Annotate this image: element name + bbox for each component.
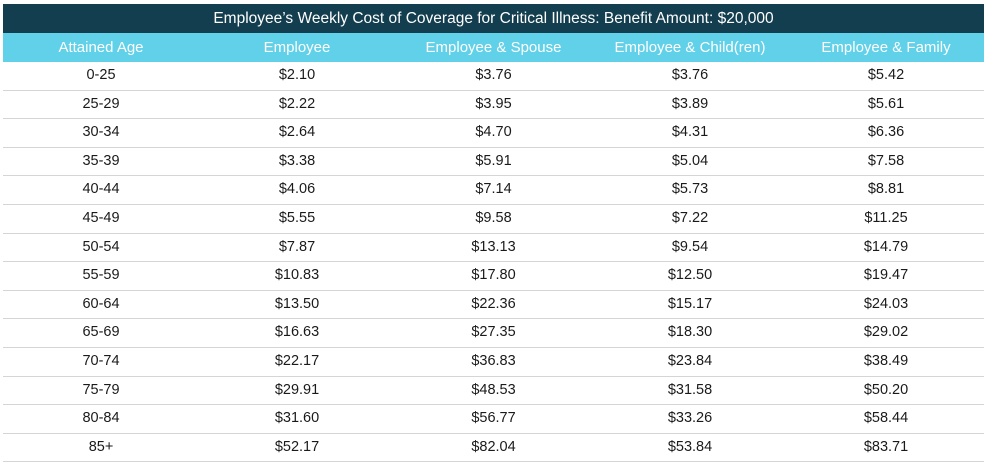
employee-family-cost-cell: $24.03 <box>863 295 909 312</box>
employee-spouse-cost-cell: $22.36 <box>471 295 516 312</box>
employee-family-cost-cell: $5.42 <box>867 67 905 83</box>
employee-family-cost-cell: $50.20 <box>863 381 909 398</box>
employee-family-cost-cell: $38.49 <box>863 352 909 369</box>
employee-spouse-cost-cell: $27.35 <box>471 324 516 341</box>
employee-spouse-cost-cell: $56.77 <box>471 410 516 427</box>
table-row: 30-34 $2.64 $4.70 $4.31 $6.36 <box>3 119 984 148</box>
employee-children-cost-cell: $3.76 <box>671 67 709 83</box>
table-row: 55-59 $10.83 $17.80 $12.50 $19.47 <box>3 262 984 291</box>
employee-family-cost-cell: $58.44 <box>863 410 909 427</box>
employee-cost-cell: $2.10 <box>278 67 316 83</box>
employee-spouse-cost-cell: $9.58 <box>475 209 512 226</box>
employee-cost-cell: $4.06 <box>278 181 316 198</box>
employee-family-cost-cell: $7.58 <box>867 152 905 169</box>
table-row: 85+ $52.17 $82.04 $53.84 $83.71 <box>3 434 984 463</box>
employee-cost-cell: $16.63 <box>274 324 320 341</box>
employee-spouse-cost-cell: $4.70 <box>475 124 512 141</box>
employee-cost-cell: $10.83 <box>274 267 320 284</box>
employee-cost-cell: $13.50 <box>274 295 320 312</box>
table-row: 80-84 $31.60 $56.77 $33.26 $58.44 <box>3 405 984 434</box>
employee-cost-cell: $52.17 <box>274 438 320 455</box>
table-row: 75-79 $29.91 $48.53 $31.58 $50.20 <box>3 377 984 406</box>
age-band-cell: 35-39 <box>82 152 120 169</box>
header-employee-family: Employee & Family <box>821 39 951 56</box>
table-row: 65-69 $16.63 $27.35 $18.30 $29.02 <box>3 319 984 348</box>
employee-family-cost-cell: $14.79 <box>863 238 909 255</box>
employee-cost-cell: $5.55 <box>278 209 316 226</box>
employee-family-cost-cell: $6.36 <box>867 124 905 141</box>
employee-cost-cell: $22.17 <box>274 352 320 369</box>
table-header-row: Attained Age Employee Employee & Spouse Emp… <box>3 33 984 62</box>
table-row: 50-54 $7.87 $13.13 $9.54 $14.79 <box>3 234 984 263</box>
header-employee-spouse: Employee & Spouse <box>425 39 562 56</box>
employee-children-cost-cell: $33.26 <box>667 410 713 427</box>
employee-children-cost-cell: $15.17 <box>667 295 713 312</box>
employee-spouse-cost-cell: $5.91 <box>475 152 512 169</box>
employee-children-cost-cell: $53.84 <box>667 438 713 455</box>
employee-cost-cell: $3.38 <box>278 152 316 169</box>
employee-spouse-cost-cell: $48.53 <box>471 381 516 398</box>
age-band-cell: 45-49 <box>82 209 120 226</box>
header-employee: Employee <box>263 39 331 56</box>
table-row: 40-44 $4.06 $7.14 $5.73 $8.81 <box>3 176 984 205</box>
employee-cost-cell: $2.64 <box>278 124 316 141</box>
age-band-cell: 80-84 <box>82 410 120 427</box>
employee-children-cost-cell: $23.84 <box>667 352 713 369</box>
employee-children-cost-cell: $9.54 <box>671 238 709 255</box>
table-row: 35-39 $3.38 $5.91 $5.04 $7.58 <box>3 148 984 177</box>
employee-family-cost-cell: $8.81 <box>867 181 905 198</box>
employee-spouse-cost-cell: $3.76 <box>475 67 512 83</box>
table-body: 0-25 $2.10 $3.76 $3.76 $5.42 25-29 $2.22 $3.95 $… <box>3 62 984 463</box>
employee-cost-cell: $2.22 <box>278 95 316 112</box>
age-band-cell: 75-79 <box>82 381 120 398</box>
employee-children-cost-cell: $31.58 <box>667 381 713 398</box>
age-band-cell: 70-74 <box>82 352 120 369</box>
table-row: 0-25 $2.10 $3.76 $3.76 $5.42 <box>3 62 984 91</box>
age-band-cell: 25-29 <box>82 95 120 112</box>
employee-children-cost-cell: $7.22 <box>671 209 709 226</box>
employee-spouse-cost-cell: $13.13 <box>471 238 516 255</box>
employee-spouse-cost-cell: $82.04 <box>471 438 516 455</box>
employee-children-cost-cell: $3.89 <box>671 95 709 112</box>
table-row: 70-74 $22.17 $36.83 $23.84 $38.49 <box>3 348 984 377</box>
employee-family-cost-cell: $19.47 <box>863 267 909 284</box>
age-band-cell: 85+ <box>88 438 114 455</box>
employee-spouse-cost-cell: $36.83 <box>471 352 516 369</box>
employee-spouse-cost-cell: $3.95 <box>475 95 512 112</box>
age-band-cell: 60-64 <box>82 295 120 312</box>
employee-cost-cell: $29.91 <box>274 381 320 398</box>
age-band-cell: 40-44 <box>82 181 120 198</box>
employee-family-cost-cell: $83.71 <box>863 438 909 455</box>
employee-children-cost-cell: $5.04 <box>671 152 709 169</box>
age-band-cell: 50-54 <box>82 238 120 255</box>
employee-children-cost-cell: $12.50 <box>667 267 713 284</box>
employee-spouse-cost-cell: $7.14 <box>475 181 512 198</box>
age-band-cell: 55-59 <box>82 267 120 284</box>
table-row: 60-64 $13.50 $22.36 $15.17 $24.03 <box>3 291 984 320</box>
employee-cost-cell: $7.87 <box>278 238 316 255</box>
employee-children-cost-cell: $5.73 <box>671 181 709 198</box>
age-band-cell: 30-34 <box>82 124 120 141</box>
employee-family-cost-cell: $29.02 <box>863 324 909 341</box>
table-row: 45-49 $5.55 $9.58 $7.22 $11.25 <box>3 205 984 234</box>
age-band-cell: 0-25 <box>86 67 116 83</box>
employee-spouse-cost-cell: $17.80 <box>471 267 516 284</box>
age-band-cell: 65-69 <box>82 324 120 341</box>
employee-cost-cell: $31.60 <box>274 410 320 427</box>
employee-children-cost-cell: $4.31 <box>671 124 709 141</box>
header-attained-age: Attained Age <box>58 39 144 56</box>
table-row: 25-29 $2.22 $3.95 $3.89 $5.61 <box>3 91 984 120</box>
employee-family-cost-cell: $5.61 <box>867 95 905 112</box>
employee-family-cost-cell: $11.25 <box>864 209 908 226</box>
header-employee-children: Employee & Child(ren) <box>614 39 766 56</box>
table-title: Employee’s Weekly Cost of Coverage for C… <box>3 4 984 33</box>
employee-children-cost-cell: $18.30 <box>667 324 713 341</box>
